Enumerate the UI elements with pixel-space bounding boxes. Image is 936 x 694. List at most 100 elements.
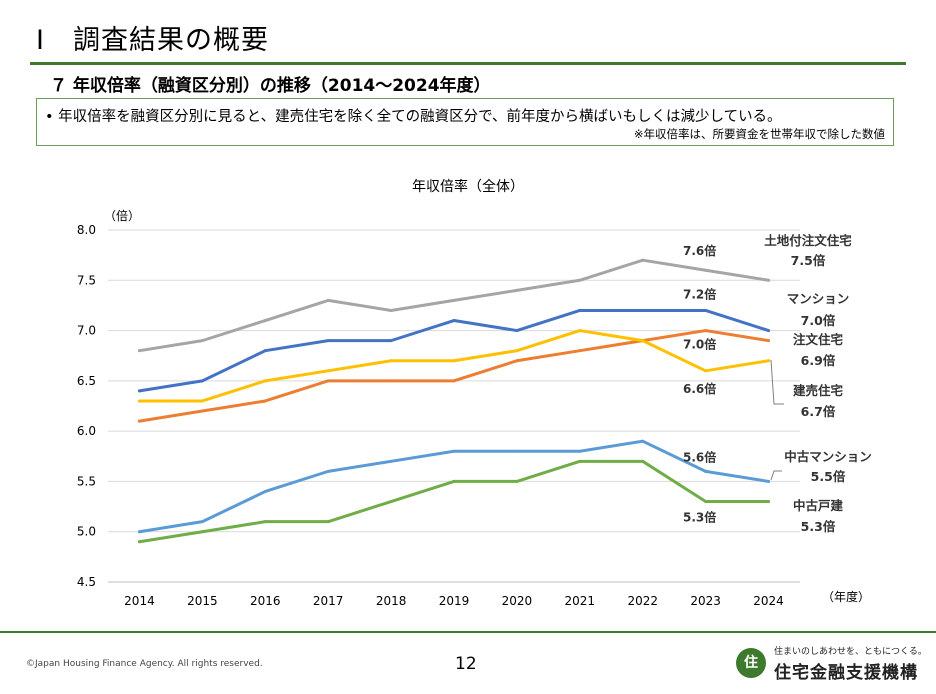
data-point-used-condominium-2021 bbox=[578, 449, 582, 453]
data-point-used-detached-house-2018 bbox=[389, 500, 393, 504]
data-point-custom-house-2020 bbox=[515, 359, 519, 363]
series-line-used-condominium bbox=[137, 439, 771, 534]
y-tick-label-5.0: 5.0 bbox=[77, 525, 96, 539]
series-end-value-ready-built-house: 6.7倍 bbox=[801, 404, 836, 419]
annotation-2023-custom-house: 7.0倍 bbox=[683, 337, 716, 352]
data-point-used-condominium-2020 bbox=[515, 449, 519, 453]
leader-line-ready-built-house bbox=[770, 359, 784, 405]
data-point-land-custom-house-2014 bbox=[137, 349, 141, 353]
series-name-label-condominium: マンション bbox=[787, 291, 850, 306]
data-point-ready-built-house-2017 bbox=[326, 369, 330, 373]
data-point-used-detached-house-2024 bbox=[767, 500, 771, 504]
annotation-2023-condominium: 7.2倍 bbox=[683, 286, 716, 301]
data-point-condominium-2021 bbox=[578, 308, 582, 312]
annotation-2023-used-condominium: 5.6倍 bbox=[683, 449, 716, 464]
data-point-land-custom-house-2024 bbox=[767, 278, 771, 282]
annotation-2023-ready-built-house: 6.6倍 bbox=[683, 381, 716, 396]
data-point-land-custom-house-2020 bbox=[515, 288, 519, 292]
y-tick-label-6.0: 6.0 bbox=[77, 424, 96, 438]
series-name-label-used-condominium: 中古マンション bbox=[784, 449, 872, 464]
page-title: Ⅰ 調査結果の概要 bbox=[36, 25, 269, 56]
data-point-used-condominium-2023 bbox=[704, 469, 708, 473]
data-point-custom-house-2015 bbox=[200, 409, 204, 413]
data-point-used-detached-house-2016 bbox=[263, 520, 267, 524]
footer-divider bbox=[0, 631, 936, 633]
y-tick-label-8.0: 8.0 bbox=[77, 223, 96, 237]
data-point-used-condominium-2018 bbox=[389, 459, 393, 463]
copyright-text: ©Japan Housing Finance Agency. All right… bbox=[26, 659, 263, 669]
data-point-ready-built-house-2022 bbox=[641, 339, 645, 343]
data-point-condominium-2023 bbox=[704, 308, 708, 312]
x-tick-label-2024: 2024 bbox=[753, 594, 784, 608]
series-end-value-used-condominium: 5.5倍 bbox=[811, 469, 846, 484]
summary-note-text: • 年収倍率を融資区分別に見ると、建売住宅を除く全ての融資区分で、前年度から横ば… bbox=[45, 109, 782, 125]
data-point-used-detached-house-2015 bbox=[200, 530, 204, 534]
x-tick-label-2022: 2022 bbox=[627, 594, 658, 608]
series-name-label-custom-house: 注文住宅 bbox=[793, 332, 844, 347]
data-point-used-detached-house-2020 bbox=[515, 479, 519, 483]
x-tick-label-2020: 2020 bbox=[502, 594, 533, 608]
chart-title: 年収倍率（全体） bbox=[412, 178, 524, 195]
data-point-custom-house-2021 bbox=[578, 349, 582, 353]
data-point-land-custom-house-2017 bbox=[326, 298, 330, 302]
x-tick-label-2014: 2014 bbox=[124, 594, 155, 608]
data-point-used-detached-house-2022 bbox=[641, 459, 645, 463]
data-point-used-condominium-2019 bbox=[452, 449, 456, 453]
data-point-used-detached-house-2023 bbox=[704, 500, 708, 504]
data-point-custom-house-2014 bbox=[137, 419, 141, 423]
data-point-condominium-2019 bbox=[452, 319, 456, 323]
annotation-2023-used-detached-house: 5.3倍 bbox=[683, 510, 716, 525]
series-name-label-land-custom-house: 土地付注文住宅 bbox=[764, 233, 852, 248]
data-point-custom-house-2023 bbox=[704, 329, 708, 333]
annotation-2023-land-custom-house: 7.6倍 bbox=[683, 243, 716, 258]
section-subtitle: ７ 年収倍率（融資区分別）の推移（2014～2024年度） bbox=[50, 76, 491, 96]
data-point-ready-built-house-2020 bbox=[515, 349, 519, 353]
data-point-ready-built-house-2015 bbox=[200, 399, 204, 403]
y-tick-label-7.0: 7.0 bbox=[77, 324, 96, 338]
x-axis-unit-label: （年度） bbox=[822, 589, 870, 604]
x-tick-label-2023: 2023 bbox=[690, 594, 721, 608]
data-point-custom-house-2017 bbox=[326, 379, 330, 383]
data-point-custom-house-2018 bbox=[389, 379, 393, 383]
series-name-label-ready-built-house: 建売住宅 bbox=[793, 383, 844, 398]
data-point-ready-built-house-2024 bbox=[767, 359, 771, 363]
data-point-land-custom-house-2018 bbox=[389, 308, 393, 312]
logo-organization-name: 住宅金融支援機構 bbox=[774, 663, 918, 683]
data-point-ready-built-house-2016 bbox=[263, 379, 267, 383]
data-point-ready-built-house-2018 bbox=[389, 359, 393, 363]
x-tick-label-2021: 2021 bbox=[565, 594, 596, 608]
series-end-value-land-custom-house: 7.5倍 bbox=[791, 253, 826, 268]
data-point-land-custom-house-2016 bbox=[263, 319, 267, 323]
data-point-custom-house-2016 bbox=[263, 399, 267, 403]
title-divider bbox=[30, 62, 906, 65]
data-point-ready-built-house-2019 bbox=[452, 359, 456, 363]
data-point-custom-house-2024 bbox=[767, 339, 771, 343]
income-ratio-line-chart: 年収倍率（全体） （倍） （年度） 8.0 7.5 7.0 6.5 6.0 5.5 5.0 4… bbox=[77, 178, 872, 608]
data-point-ready-built-house-2014 bbox=[137, 399, 141, 403]
data-point-used-condominium-2014 bbox=[137, 530, 141, 534]
data-point-land-custom-house-2019 bbox=[452, 298, 456, 302]
data-point-used-condominium-2024 bbox=[767, 479, 771, 483]
x-tick-label-2018: 2018 bbox=[376, 594, 407, 608]
series-name-label-used-detached-house: 中古戸建 bbox=[793, 498, 844, 513]
summary-note-box: • 年収倍率を融資区分別に見ると、建売住宅を除く全ての融資区分で、前年度から横ば… bbox=[36, 98, 894, 146]
y-tick-label-4.5: 4.5 bbox=[77, 575, 96, 589]
data-point-used-condominium-2015 bbox=[200, 520, 204, 524]
data-point-used-condominium-2017 bbox=[326, 469, 330, 473]
data-point-used-detached-house-2021 bbox=[578, 459, 582, 463]
series-line-used-detached-house bbox=[137, 459, 771, 544]
y-axis-unit-label: （倍） bbox=[104, 208, 140, 223]
data-point-condominium-2024 bbox=[767, 329, 771, 333]
data-point-condominium-2017 bbox=[326, 339, 330, 343]
x-tick-label-2017: 2017 bbox=[313, 594, 344, 608]
data-point-used-detached-house-2019 bbox=[452, 479, 456, 483]
page-number: 12 bbox=[455, 654, 477, 674]
data-point-used-condominium-2022 bbox=[641, 439, 645, 443]
data-point-condominium-2016 bbox=[263, 349, 267, 353]
data-point-land-custom-house-2021 bbox=[578, 278, 582, 282]
data-point-ready-built-house-2023 bbox=[704, 369, 708, 373]
x-tick-label-2019: 2019 bbox=[439, 594, 470, 608]
definition-note: ※年収倍率は、所要資金を世帯年収で除した数値 bbox=[633, 127, 885, 141]
x-tick-label-2016: 2016 bbox=[250, 594, 281, 608]
organization-logo: 住 住まいのしあわせを、ともにつくる。 住宅金融支援機構 bbox=[736, 644, 927, 688]
